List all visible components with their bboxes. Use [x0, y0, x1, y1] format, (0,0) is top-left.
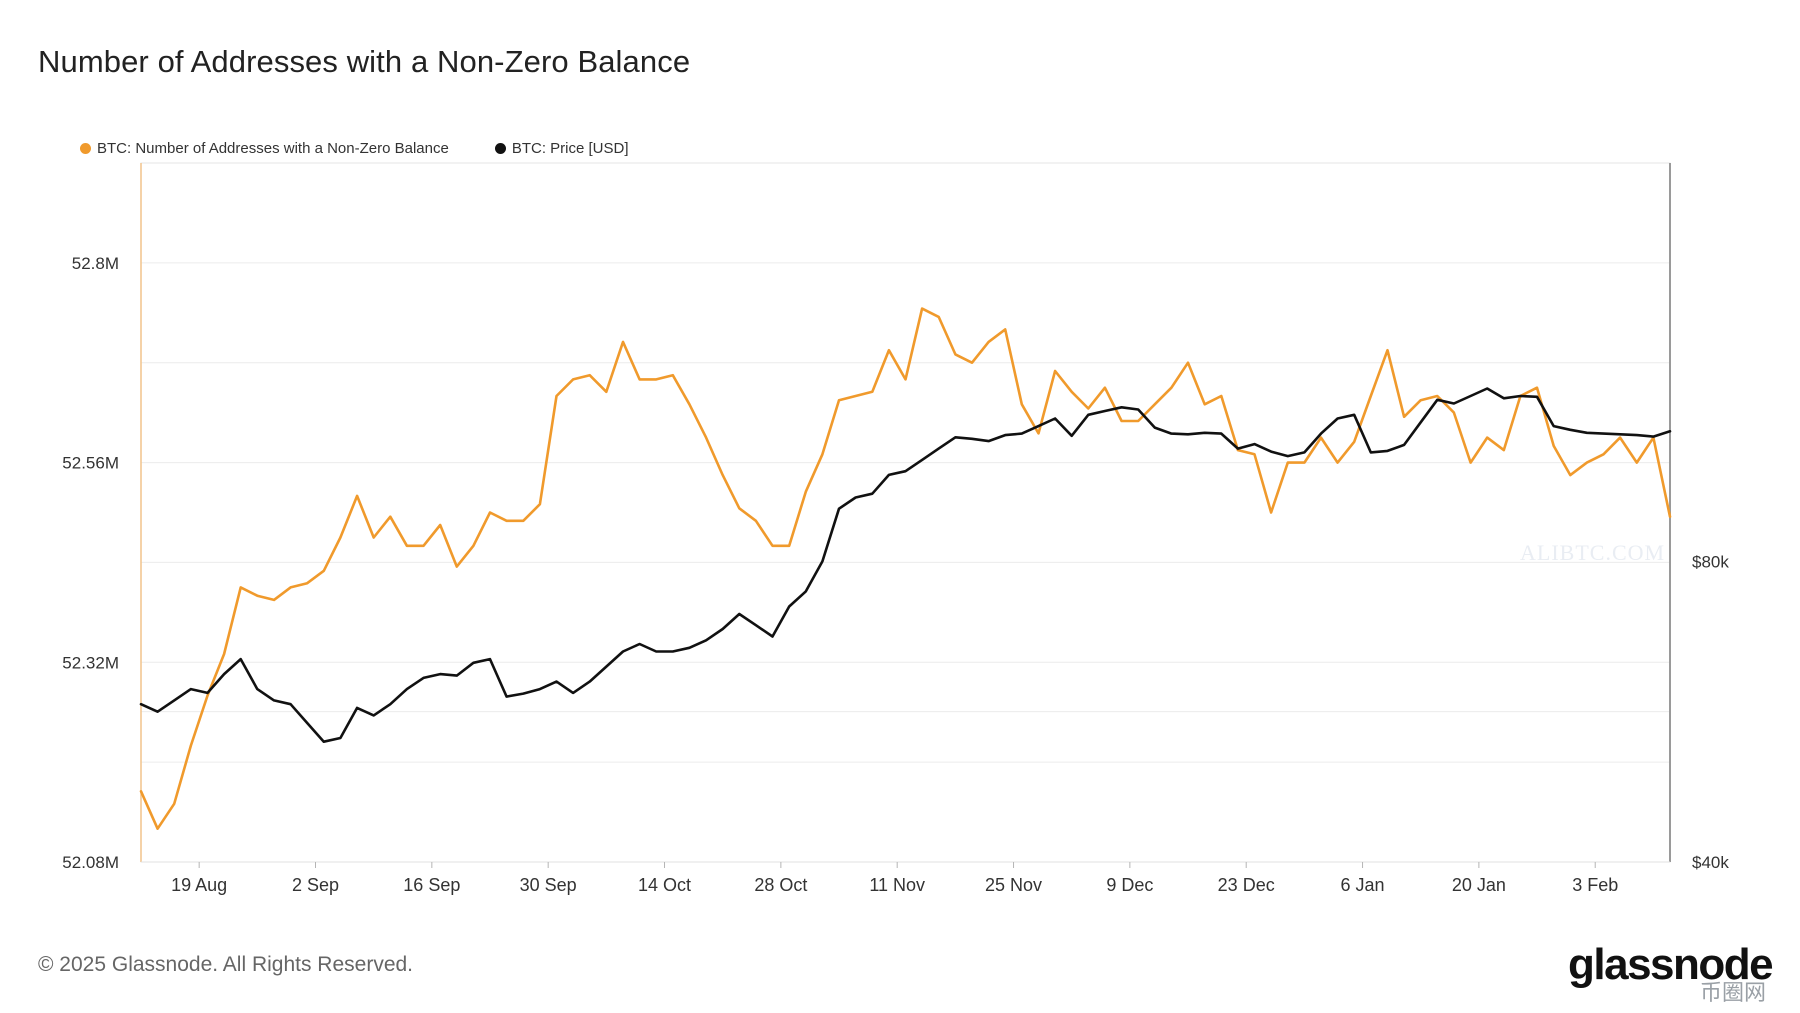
legend-label-addresses: BTC: Number of Addresses with a Non-Zero…: [97, 140, 449, 157]
y-left-tick-label: 52.8M: [72, 254, 119, 273]
legend-swatch-addresses: [80, 143, 91, 154]
series-line-addresses: [139, 307, 1672, 831]
copyright-footer: © 2025 Glassnode. All Rights Reserved.: [38, 953, 414, 976]
x-tick-label: 9 Dec: [1106, 875, 1153, 895]
x-tick-label: 25 Nov: [985, 875, 1042, 895]
site-badge: 币圈网: [1700, 980, 1767, 1005]
y-right-tick-label: $40k: [1692, 853, 1729, 872]
x-tick-label: 23 Dec: [1218, 875, 1275, 895]
x-tick-label: 28 Oct: [754, 875, 807, 895]
legend-item-price[interactable]: BTC: Price [USD]: [494, 140, 629, 157]
x-tick-label: 14 Oct: [638, 875, 691, 895]
x-tick-label: 20 Jan: [1452, 875, 1506, 895]
y-left-tick-label: 52.08M: [62, 853, 119, 872]
watermark-text: ALIBTC.COM: [1520, 540, 1666, 565]
series-line-price: [139, 387, 1672, 744]
legend-item-addresses[interactable]: BTC: Number of Addresses with a Non-Zero…: [80, 140, 449, 157]
x-tick-label: 30 Sep: [520, 875, 577, 895]
x-tick-label: 19 Aug: [171, 875, 227, 895]
x-tick-label: 11 Nov: [869, 875, 925, 895]
x-tick-label: 3 Feb: [1572, 875, 1618, 895]
chart-legend: BTC: Number of Addresses with a Non-Zero…: [80, 140, 629, 157]
plot-frame: [140, 162, 1671, 863]
x-tick-label: 16 Sep: [403, 875, 460, 895]
glassnode-logo: glassnode: [1568, 940, 1774, 989]
x-tick-label: 6 Jan: [1341, 875, 1385, 895]
y-left-tick-label: 52.56M: [62, 454, 119, 473]
legend-swatch-price: [494, 143, 506, 154]
y-left-tick-label: 52.32M: [62, 653, 119, 672]
y-right-tick-label: $80k: [1692, 552, 1729, 571]
x-tick-label: 2 Sep: [292, 875, 339, 895]
legend-label-price: BTC: Price [USD]: [511, 140, 629, 157]
chart-title: Number of Addresses with a Non-Zero Bala…: [38, 44, 691, 79]
